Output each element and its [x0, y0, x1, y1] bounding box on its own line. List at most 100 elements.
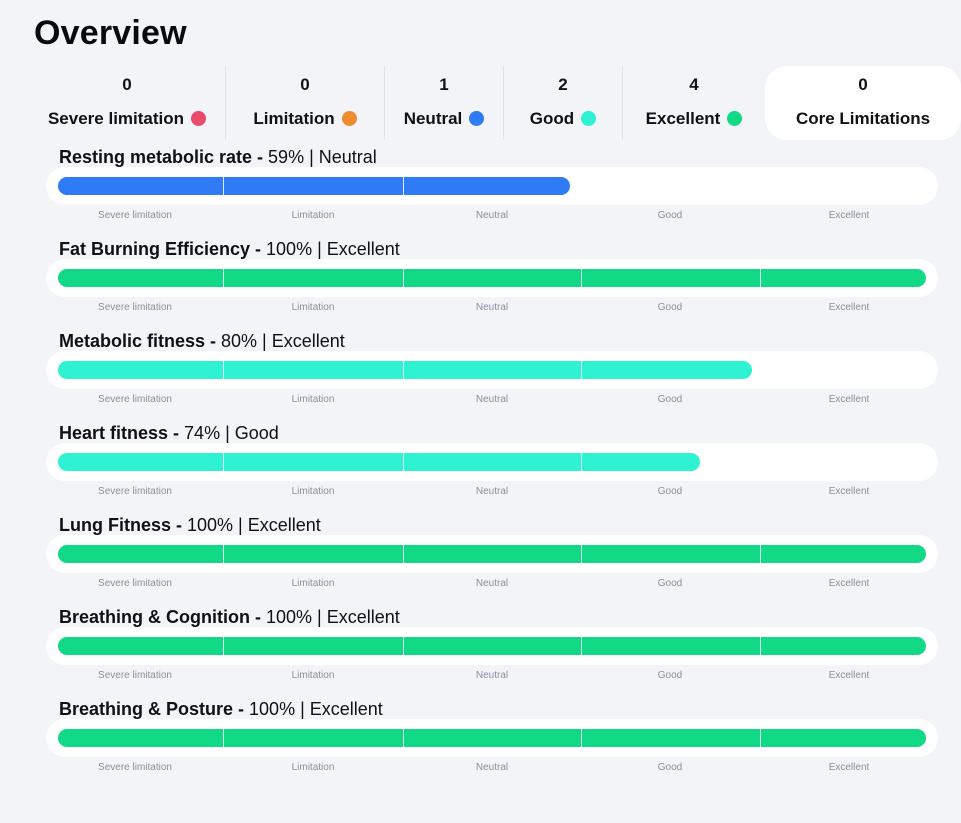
metric-title: Resting metabolic rate - 59% | Neutral — [59, 147, 377, 168]
scale-label: Excellent — [828, 302, 870, 313]
metric-value: 100% | Excellent — [182, 515, 321, 535]
summary-core-limitations[interactable]: 0 Core Limitations — [765, 66, 961, 140]
summary-count: 0 — [122, 75, 132, 94]
scale-label: Neutral — [475, 302, 509, 313]
segment-divider — [403, 177, 404, 195]
segment-divider — [223, 269, 224, 287]
segment-divider — [223, 361, 224, 379]
scale-label: Limitation — [291, 210, 335, 221]
segment-divider — [223, 729, 224, 747]
metric-title: Lung Fitness - 100% | Excellent — [59, 515, 321, 536]
progress-track — [46, 535, 938, 573]
metric-name: Breathing & Posture - — [59, 699, 245, 719]
summary-label: Good — [529, 109, 575, 128]
summary-label: Limitation — [253, 109, 335, 128]
segment-divider — [581, 545, 582, 563]
progress-bar-fill — [58, 269, 926, 287]
scale-label: Neutral — [475, 394, 509, 405]
scale-label: Neutral — [475, 762, 509, 773]
scale-label: Severe limitation — [98, 302, 172, 313]
scale-labels: Severe limitation Limitation Neutral Good Ex… — [46, 210, 938, 224]
progress-bar-fill — [58, 177, 570, 195]
scale-labels: Severe limitation Limitation Neutral Good Ex… — [46, 302, 938, 316]
metric-name: Breathing & Cognition - — [59, 607, 261, 627]
metric-block: Fat Burning Efficiency - 100% | Excellen… — [46, 239, 938, 331]
scale-label: Severe limitation — [98, 762, 172, 773]
metric-block: Resting metabolic rate - 59% | Neutral Se… — [46, 147, 938, 239]
scale-label: Excellent — [828, 578, 870, 589]
page-title: Overview — [34, 14, 187, 52]
summary-excellent: 4 Excellent — [623, 66, 765, 140]
segment-divider — [223, 545, 224, 563]
segment-divider — [403, 729, 404, 747]
scale-label: Neutral — [475, 578, 509, 589]
summary-divider — [225, 66, 226, 140]
scale-labels: Severe limitation Limitation Neutral Good Ex… — [46, 670, 938, 684]
scale-label: Severe limitation — [98, 210, 172, 221]
summary-divider — [384, 66, 385, 140]
scale-label: Limitation — [291, 762, 335, 773]
summary-count: 2 — [558, 75, 568, 94]
metric-name: Lung Fitness - — [59, 515, 182, 535]
scale-labels: Severe limitation Limitation Neutral Good Ex… — [46, 486, 938, 500]
scale-label: Excellent — [828, 762, 870, 773]
metric-name: Metabolic fitness - — [59, 331, 217, 351]
metric-title: Fat Burning Efficiency - 100% | Excellen… — [59, 239, 400, 260]
scale-label: Excellent — [828, 394, 870, 405]
summary-count: 0 — [300, 75, 310, 94]
progress-bar-fill — [58, 545, 926, 563]
segment-divider — [403, 637, 404, 655]
scale-label: Neutral — [475, 486, 509, 497]
metric-name: Fat Burning Efficiency - — [59, 239, 262, 259]
metric-block: Metabolic fitness - 80% | Excellent Sever… — [46, 331, 938, 423]
scale-label: Limitation — [291, 486, 335, 497]
metric-title: Breathing & Cognition - 100% | Excellent — [59, 607, 400, 628]
scale-label: Severe limitation — [98, 670, 172, 681]
progress-bar-fill — [58, 453, 700, 471]
summary-divider — [622, 66, 623, 140]
neutral-dot-icon — [469, 111, 485, 126]
excellent-dot-icon — [727, 111, 743, 126]
scale-label: Neutral — [475, 670, 509, 681]
segment-divider — [581, 269, 582, 287]
scale-label: Severe limitation — [98, 486, 172, 497]
segment-divider — [760, 545, 761, 563]
metric-block: Breathing & Cognition - 100% | Excellent… — [46, 607, 938, 699]
metric-value: 74% | Good — [179, 423, 279, 443]
metric-block: Lung Fitness - 100% | Excellent Severe li… — [46, 515, 938, 607]
scale-label: Severe limitation — [98, 394, 172, 405]
segment-divider — [760, 729, 761, 747]
summary-label: Core Limitations — [795, 109, 931, 128]
progress-track — [46, 167, 938, 205]
scale-label: Good — [657, 670, 683, 681]
scale-label: Good — [657, 210, 683, 221]
metric-name: Heart fitness - — [59, 423, 180, 443]
scale-label: Good — [657, 394, 683, 405]
progress-bar-fill — [58, 361, 752, 379]
scale-label: Excellent — [828, 210, 870, 221]
metric-value: 100% | Excellent — [244, 699, 383, 719]
summary-neutral: 1 Neutral — [385, 66, 503, 140]
scale-labels: Severe limitation Limitation Neutral Good Ex… — [46, 578, 938, 592]
summary-limitation: 0 Limitation — [226, 66, 384, 140]
progress-track — [46, 719, 938, 757]
metric-value: 100% | Excellent — [260, 607, 400, 627]
scale-label: Neutral — [475, 210, 509, 221]
scale-label: Excellent — [828, 486, 870, 497]
summary-good: 2 Good — [504, 66, 622, 140]
segment-divider — [223, 177, 224, 195]
metric-block: Heart fitness - 74% | Good Severe limitat… — [46, 423, 938, 515]
metric-value: 80% | Excellent — [216, 331, 345, 351]
scale-label: Limitation — [291, 302, 335, 313]
segment-divider — [223, 453, 224, 471]
good-dot-icon — [581, 111, 597, 126]
scale-labels: Severe limitation Limitation Neutral Good Ex… — [46, 762, 938, 776]
progress-track — [46, 443, 938, 481]
summary-row: 0 Severe limitation 0 Limitation 1 Neutr… — [30, 66, 961, 140]
scale-label: Good — [657, 302, 683, 313]
summary-severe-limitation: 0 Severe limitation — [30, 66, 224, 140]
progress-track — [46, 627, 938, 665]
metric-value: 59% | Neutral — [263, 147, 377, 167]
scale-label: Good — [657, 486, 683, 497]
summary-count: 1 — [439, 75, 449, 94]
